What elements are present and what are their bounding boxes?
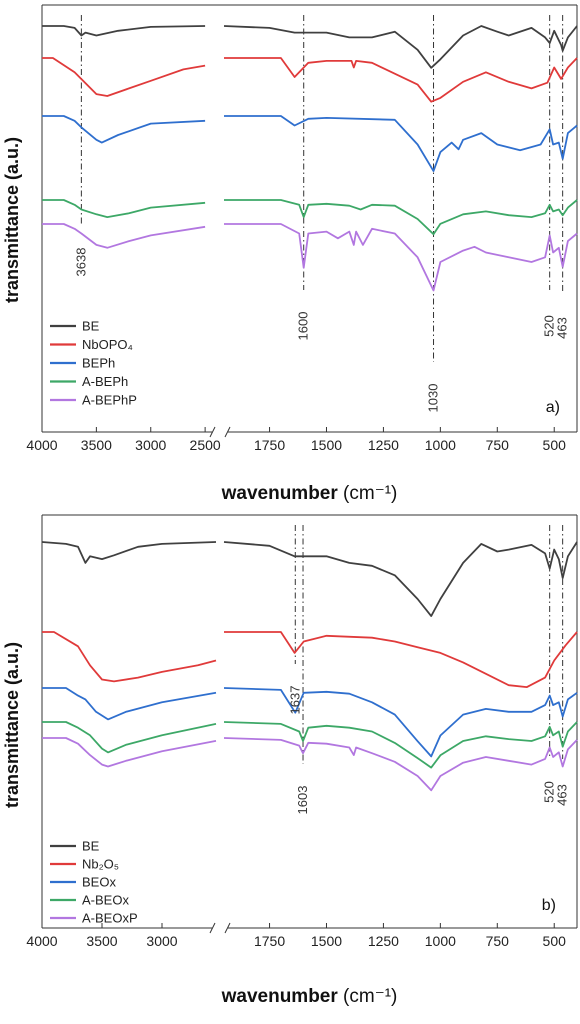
series-line-3-left bbox=[42, 687, 217, 721]
legend-label: BEOx bbox=[82, 875, 116, 890]
axis-break-mark bbox=[209, 922, 231, 934]
series-line-1-right bbox=[223, 25, 578, 69]
series-line-4-right bbox=[224, 199, 578, 236]
series-line-1-left bbox=[42, 25, 206, 37]
x-tick-label: 3000 bbox=[135, 437, 166, 453]
series-line-2-right bbox=[224, 631, 578, 688]
legend-label: A-BEPh bbox=[82, 374, 128, 389]
x-axis-label: wavenumber (cm⁻¹) bbox=[221, 986, 398, 1007]
series-line-1-right bbox=[223, 541, 578, 617]
panel-label: b) bbox=[542, 897, 556, 914]
x-tick-label: 500 bbox=[543, 437, 567, 453]
legend-label: BEPh bbox=[82, 356, 115, 371]
panel-label: a) bbox=[546, 399, 560, 416]
peak-annotation: 1600 bbox=[296, 312, 311, 341]
series-line-2-left bbox=[42, 57, 206, 97]
series-line-5-left bbox=[42, 737, 217, 768]
axis-break-mark bbox=[209, 426, 231, 438]
x-tick-label: 1750 bbox=[254, 437, 285, 453]
legend-label: NbOPO₄ bbox=[82, 337, 133, 352]
series-line-3-right bbox=[224, 115, 578, 173]
x-tick-label: 2500 bbox=[190, 437, 221, 453]
series-line-3-right bbox=[223, 687, 578, 758]
legend-label: BE bbox=[82, 839, 100, 854]
legend-label: A-BEPhP bbox=[82, 393, 137, 408]
peak-annotation: 463 bbox=[555, 784, 570, 806]
peak-annotation: 3638 bbox=[73, 248, 88, 277]
y-axis-label: transmittance (a.u.) bbox=[2, 642, 22, 808]
x-tick-label: 3000 bbox=[146, 933, 177, 949]
x-tick-label: 3500 bbox=[86, 933, 117, 949]
series-line-3-left bbox=[42, 115, 206, 144]
series-line-5-left bbox=[42, 223, 206, 249]
peak-annotation: 520 bbox=[542, 781, 557, 803]
y-axis-label: transmittance (a.u.) bbox=[2, 137, 22, 303]
legend-label: BE bbox=[82, 319, 100, 334]
series-line-2-left bbox=[42, 631, 217, 683]
x-tick-label: 1500 bbox=[311, 933, 342, 949]
series-line-1-left bbox=[41, 541, 217, 564]
x-tick-label: 750 bbox=[486, 437, 510, 453]
x-tick-label: 750 bbox=[486, 933, 510, 949]
peak-annotation: 1603 bbox=[295, 786, 310, 815]
legend-label: Nb₂O₅ bbox=[82, 857, 119, 872]
x-tick-label: 1000 bbox=[425, 437, 456, 453]
legend-label: A-BEOxP bbox=[82, 911, 138, 926]
panel-b: 4000 3500 3000 1750 1500 1250 1000 750 500 1637 16… bbox=[2, 514, 578, 1007]
x-tick-label: 4000 bbox=[26, 437, 57, 453]
panel-a: 4000 3500 3000 2500 1750 1500 1250 1000 750 500 36… bbox=[2, 4, 578, 504]
peak-annotation: 1030 bbox=[426, 384, 441, 413]
x-tick-label: 1000 bbox=[425, 933, 456, 949]
x-tick-label: 4000 bbox=[26, 933, 57, 949]
x-tick-label: 500 bbox=[543, 933, 567, 949]
x-axis-label: wavenumber (cm⁻¹) bbox=[221, 483, 398, 504]
x-tick-label: 1250 bbox=[368, 437, 399, 453]
legend-label: A-BEOx bbox=[82, 893, 129, 908]
x-tick-label: 1500 bbox=[311, 437, 342, 453]
peak-annotation: 520 bbox=[542, 315, 557, 337]
series-line-4-right bbox=[223, 721, 578, 769]
series-line-4-left bbox=[42, 199, 206, 219]
x-tick-label: 3500 bbox=[81, 437, 112, 453]
series-line-5-right bbox=[224, 223, 578, 292]
peak-annotation: 1637 bbox=[287, 686, 302, 715]
peak-annotation: 463 bbox=[555, 317, 570, 339]
x-tick-label: 1250 bbox=[368, 933, 399, 949]
series-line-2-right bbox=[224, 57, 578, 103]
series-line-5-right bbox=[223, 737, 578, 792]
series-line-4-left bbox=[42, 721, 217, 754]
x-tick-label: 1750 bbox=[254, 933, 285, 949]
